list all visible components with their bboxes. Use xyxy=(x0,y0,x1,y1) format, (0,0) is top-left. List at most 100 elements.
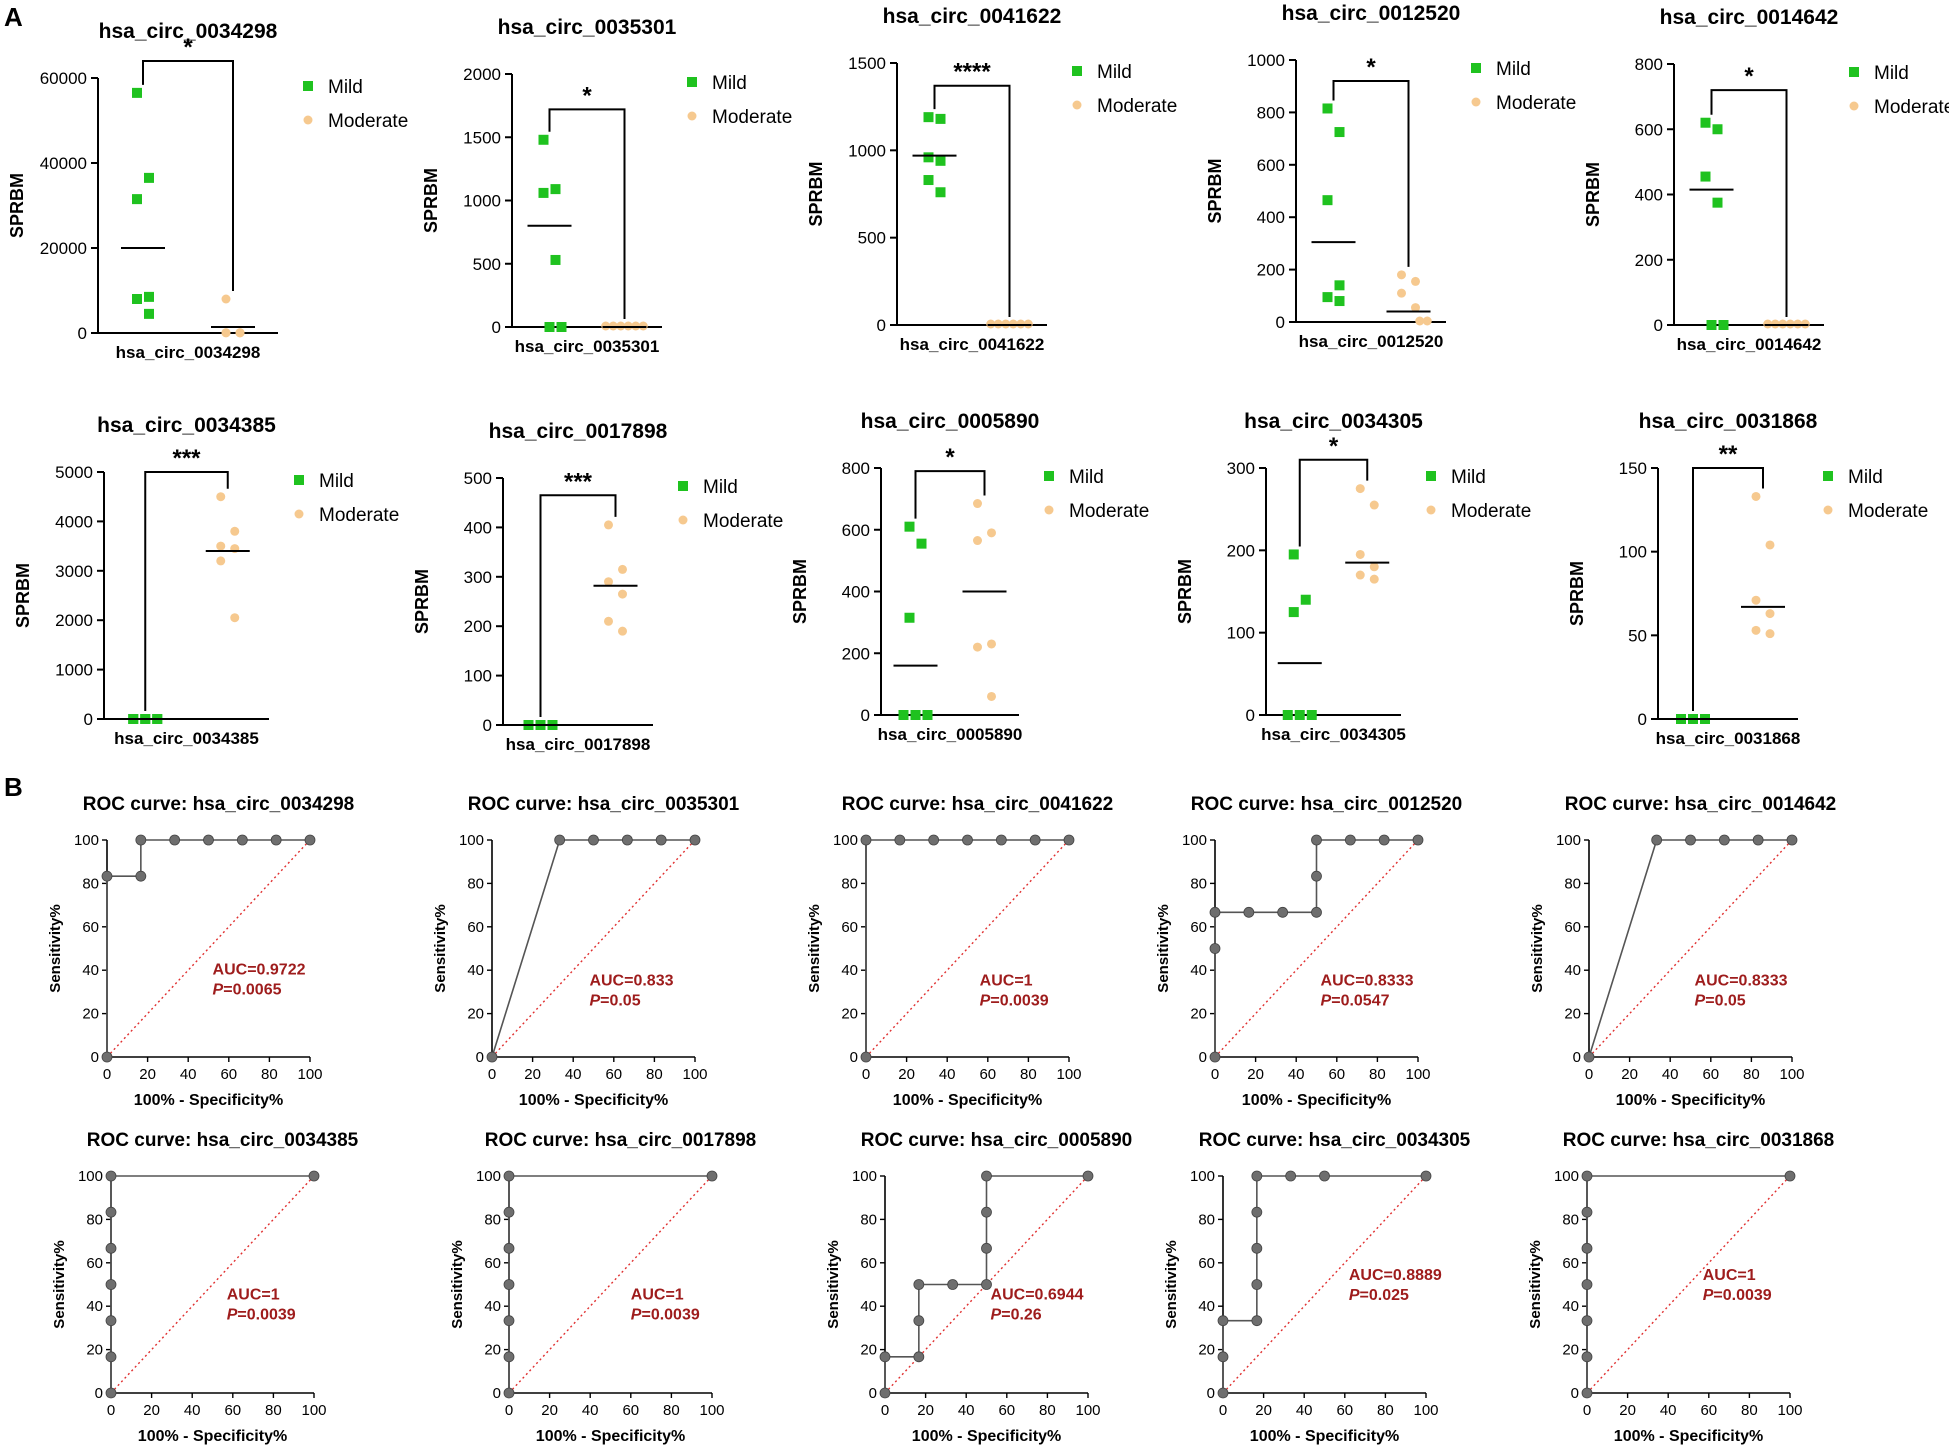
scatter-panel: hsa_circ_0031868 0 50 100 150 hsa_circ_003186… xyxy=(1567,410,1928,748)
significance-bracket xyxy=(914,470,986,519)
mild-point xyxy=(1718,320,1729,330)
p-value: =0.0039 xyxy=(641,1307,699,1324)
roc-point xyxy=(1319,1170,1330,1182)
x-tick-label: 100 xyxy=(297,1066,322,1083)
y-tick-label: 80 xyxy=(467,875,484,892)
p-symbol: P xyxy=(980,992,991,1009)
roc-point xyxy=(879,1351,891,1363)
roc-point xyxy=(304,834,316,846)
y-tick-label: 40000 xyxy=(40,154,87,173)
y-tick-label: 200 xyxy=(1227,541,1255,560)
legend-moderate-label: Moderate xyxy=(1874,97,1949,118)
x-axis-label: hsa_circ_0034385 xyxy=(114,729,259,748)
auc-label: AUC=0.8333 xyxy=(1695,972,1788,989)
scatter-panel: hsa_circ_0017898 0 100 200 300 400 500 hsa_circ… xyxy=(412,420,783,754)
y-tick-label: 2000 xyxy=(463,65,501,84)
y-tick-label: 20 xyxy=(467,1006,484,1023)
chance-diagonal xyxy=(1586,1175,1791,1394)
roc-point xyxy=(879,1387,891,1399)
roc-point xyxy=(554,834,566,846)
roc-point xyxy=(1209,906,1221,918)
moderate-point xyxy=(604,520,613,530)
legend-mild-marker xyxy=(687,77,697,87)
legend-mild-label: Mild xyxy=(1451,467,1486,488)
mild-point xyxy=(935,155,946,166)
scatter-panel: hsa_circ_0034298 0 20000 40000 60000 hsa_circ… xyxy=(7,20,408,362)
p-symbol: P xyxy=(1349,1287,1360,1304)
y-tick-label: 0 xyxy=(1638,710,1647,729)
y-tick-label: 0 xyxy=(1246,706,1255,725)
legend-moderate-marker xyxy=(687,111,697,121)
x-axis-label: 100% - Specificity% xyxy=(1616,1092,1765,1109)
mild-point xyxy=(544,322,555,332)
y-axis-label: Sensitivity% xyxy=(1155,904,1172,992)
x-axis-label: hsa_circ_0034305 xyxy=(1261,725,1406,744)
x-tick-label: 20 xyxy=(143,1402,160,1419)
x-tick-label: 60 xyxy=(1336,1402,1353,1419)
moderate-point xyxy=(1411,303,1420,313)
roc-point xyxy=(503,1206,515,1218)
legend-mild-label: Mild xyxy=(1097,62,1132,83)
legend-mild-marker xyxy=(303,81,313,91)
x-tick-label: 0 xyxy=(505,1402,513,1419)
y-tick-label: 0 xyxy=(78,324,87,343)
y-tick-label: 80 xyxy=(1562,1211,1579,1228)
y-tick-label: 100 xyxy=(1190,1168,1215,1185)
significance-stars: *** xyxy=(172,445,201,472)
mild-point xyxy=(1322,195,1333,206)
x-axis-label: hsa_circ_0012520 xyxy=(1299,332,1444,351)
roc-point xyxy=(928,834,940,846)
roc-panel: ROC curve: hsa_circ_0034298 0 20 40 60 80 100 0… xyxy=(47,794,354,1109)
p-value: =0.05 xyxy=(1705,992,1746,1009)
p-value: =0.025 xyxy=(1360,1287,1409,1304)
x-axis-label: hsa_circ_0017898 xyxy=(506,735,651,754)
roc-point xyxy=(947,1279,959,1290)
x-tick-label: 100 xyxy=(301,1402,326,1419)
roc-point xyxy=(995,834,1007,846)
y-axis-label: SPRBM xyxy=(1567,561,1587,626)
legend-moderate-label: Moderate xyxy=(703,511,783,532)
mild-point xyxy=(1334,296,1345,307)
moderate-point xyxy=(973,642,982,652)
roc-point xyxy=(1752,834,1764,846)
x-tick-label: 60 xyxy=(998,1402,1015,1419)
y-tick-label: 100 xyxy=(464,667,492,686)
auc-label: AUC=1 xyxy=(1703,1267,1756,1284)
y-tick-label: 0 xyxy=(91,1049,99,1066)
y-tick-label: 40 xyxy=(1562,1298,1579,1315)
x-tick-label: 0 xyxy=(103,1066,111,1083)
y-tick-label: 300 xyxy=(1227,459,1255,478)
legend-moderate-label: Moderate xyxy=(1097,96,1177,117)
mild-point xyxy=(132,194,142,205)
x-axis-label: 100% - Specificity% xyxy=(138,1428,287,1445)
x-axis-label: 100% - Specificity% xyxy=(536,1428,685,1445)
legend-moderate-label: Moderate xyxy=(1848,501,1928,522)
moderate-point xyxy=(1369,500,1379,510)
significance-stars: ** xyxy=(1719,441,1738,468)
p-value-label: P=0.0065 xyxy=(213,982,282,999)
x-axis-label: hsa_circ_0031868 xyxy=(1656,729,1801,748)
p-symbol: P xyxy=(213,982,224,999)
y-tick-label: 400 xyxy=(842,583,870,602)
scatter-panel: hsa_circ_0041622 0 500 1000 1500 hsa_circ_004… xyxy=(806,5,1177,354)
x-axis-label: 100% - Specificity% xyxy=(1614,1428,1763,1445)
auc-label: AUC=1 xyxy=(631,1287,684,1304)
scatter-panel: hsa_circ_0034385 0 1000 2000 3000 4000 5000 hsa… xyxy=(13,414,399,748)
scatter-title: hsa_circ_0014642 xyxy=(1660,6,1839,29)
legend-moderate-marker xyxy=(1072,100,1082,110)
p-value-label: P=0.26 xyxy=(991,1307,1042,1324)
roc-point xyxy=(588,834,599,846)
y-tick-label: 60 xyxy=(484,1255,501,1272)
legend-moderate-label: Moderate xyxy=(1496,93,1576,114)
moderate-point xyxy=(216,556,226,566)
x-tick-label: 0 xyxy=(862,1066,870,1083)
roc-point xyxy=(503,1170,515,1182)
p-symbol: P xyxy=(227,1307,238,1324)
mild-point xyxy=(1322,103,1333,114)
x-tick-label: 60 xyxy=(622,1402,639,1419)
significance-stars: * xyxy=(945,444,955,471)
x-tick-label: 0 xyxy=(488,1066,496,1083)
significance-bracket xyxy=(1710,89,1788,317)
mild-point xyxy=(144,308,154,319)
roc-point xyxy=(1285,1170,1297,1182)
